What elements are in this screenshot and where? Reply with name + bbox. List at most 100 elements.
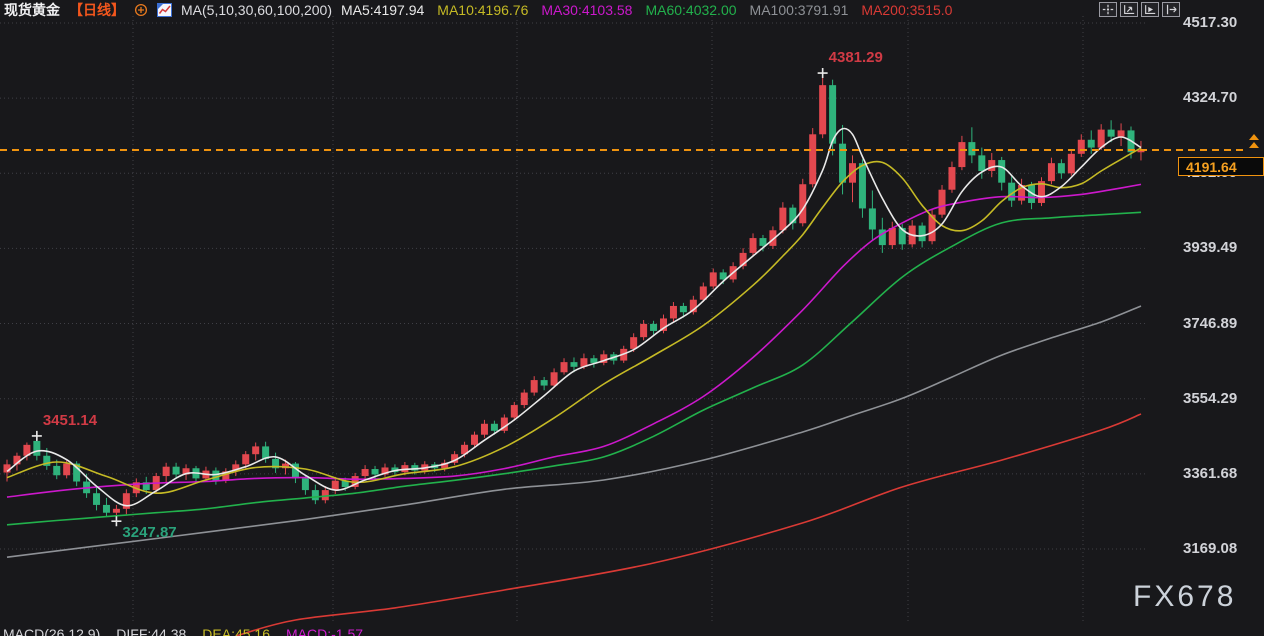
ma-line-ma5 xyxy=(6,127,1142,507)
candle xyxy=(212,470,220,481)
y-axis-tick: 3169.08 xyxy=(1183,539,1238,557)
toolbar-button-autoplay[interactable] xyxy=(1141,2,1159,17)
ma-line-ma30 xyxy=(6,183,1142,498)
candle xyxy=(570,362,578,367)
candle xyxy=(291,463,299,479)
candle xyxy=(262,446,270,459)
swing-high-label: 3451.14 xyxy=(42,411,98,429)
drag-cross-icon xyxy=(1102,4,1114,15)
watermark: FX678 xyxy=(1133,580,1237,613)
candle xyxy=(530,380,538,393)
candle xyxy=(839,143,847,183)
candle xyxy=(1067,153,1075,174)
candle xyxy=(769,230,777,246)
current-price-value: 4191.64 xyxy=(1186,159,1237,176)
candle xyxy=(441,462,449,469)
ma-settings-label: MA(5,10,30,60,100,200) xyxy=(181,2,332,18)
candle xyxy=(1057,163,1065,174)
candle xyxy=(222,471,230,481)
candle xyxy=(43,455,51,466)
macd-histogram-value: MACD:-1.57 xyxy=(286,626,364,636)
candle xyxy=(272,458,280,469)
candle xyxy=(510,405,518,418)
candle xyxy=(1117,130,1125,137)
candle xyxy=(252,446,260,455)
candle xyxy=(301,478,309,491)
candle xyxy=(809,134,817,185)
macd-dea-value: DEA:45.16 xyxy=(202,626,271,636)
ma-legend-item-ma60: MA60:4032.00 xyxy=(645,2,737,18)
candle xyxy=(699,286,707,300)
candle xyxy=(1107,129,1115,137)
toolbar-button-drag[interactable] xyxy=(1099,2,1117,17)
candle xyxy=(361,469,369,477)
cross-marker-icon xyxy=(111,516,122,527)
candle xyxy=(988,160,996,171)
candle xyxy=(242,454,250,465)
candle xyxy=(122,493,130,509)
ma-legend-item-ma200: MA200:3515.0 xyxy=(861,2,953,18)
chart-header: 现货黄金 【日线】 MA(5,10,30,60,100,200) MA5:419… xyxy=(0,0,1264,20)
candle xyxy=(968,142,976,156)
y-axis-tick: 3361.68 xyxy=(1183,464,1238,482)
candle xyxy=(480,423,488,435)
toolbar-button-scale-up[interactable] xyxy=(1120,2,1138,17)
candle xyxy=(590,358,598,363)
candle xyxy=(888,227,896,246)
candle xyxy=(341,480,349,487)
candle xyxy=(550,372,558,386)
y-axis-tick: 3746.89 xyxy=(1183,314,1238,332)
candle xyxy=(799,184,807,224)
toolbar-button-exit-right[interactable] xyxy=(1162,2,1180,17)
candle xyxy=(282,463,290,469)
axis-play-icon xyxy=(1145,5,1156,14)
candle xyxy=(739,252,747,267)
candle xyxy=(858,163,866,209)
symbol-title: 现货黄金 xyxy=(4,2,60,18)
candle xyxy=(102,504,110,513)
swing-low-label: 3247.87 xyxy=(122,524,177,542)
ma-line-ma10 xyxy=(6,147,1142,495)
chart-type-icon[interactable] xyxy=(157,3,172,17)
candle xyxy=(1047,163,1055,182)
y-axis-tick: 4517.30 xyxy=(1183,14,1238,31)
candle xyxy=(749,238,757,253)
candle xyxy=(829,85,837,144)
candle xyxy=(33,440,41,456)
candle xyxy=(381,467,389,475)
candle xyxy=(580,358,588,367)
ma-legend-item-ma5: MA5:4197.94 xyxy=(341,2,425,18)
candle xyxy=(878,229,886,246)
candle xyxy=(331,480,339,491)
candle xyxy=(600,354,608,363)
candle xyxy=(371,469,379,475)
candle xyxy=(53,465,61,476)
current-price-badge: 4191.64 xyxy=(1178,157,1264,177)
candle xyxy=(660,318,668,331)
candle xyxy=(938,189,946,215)
candle xyxy=(948,167,956,190)
y-axis-tick: 4324.70 xyxy=(1183,89,1238,107)
candle xyxy=(3,464,11,473)
candle xyxy=(63,463,71,476)
candle xyxy=(461,444,469,455)
ma-legend: MA5:4197.94 MA10:4196.76 MA30:4103.58 MA60:… xyxy=(341,2,952,18)
cross-marker-icon xyxy=(31,430,42,441)
candle xyxy=(23,444,31,456)
ma-lines-layer xyxy=(6,127,1142,636)
candle xyxy=(689,299,697,313)
add-indicator-icon[interactable] xyxy=(134,3,148,17)
candle xyxy=(1087,139,1095,148)
toolbar xyxy=(1099,2,1180,17)
y-axis-tick: 3554.29 xyxy=(1183,389,1238,407)
candle xyxy=(630,337,638,349)
candle xyxy=(560,362,568,373)
timeframe-label[interactable]: 【日线】 xyxy=(69,2,125,18)
candle xyxy=(918,225,926,242)
ma-legend-item-ma30: MA30:4103.58 xyxy=(541,2,633,18)
candle xyxy=(789,207,797,224)
current-price-line xyxy=(0,134,1259,152)
ma-line-ma60 xyxy=(6,211,1142,526)
